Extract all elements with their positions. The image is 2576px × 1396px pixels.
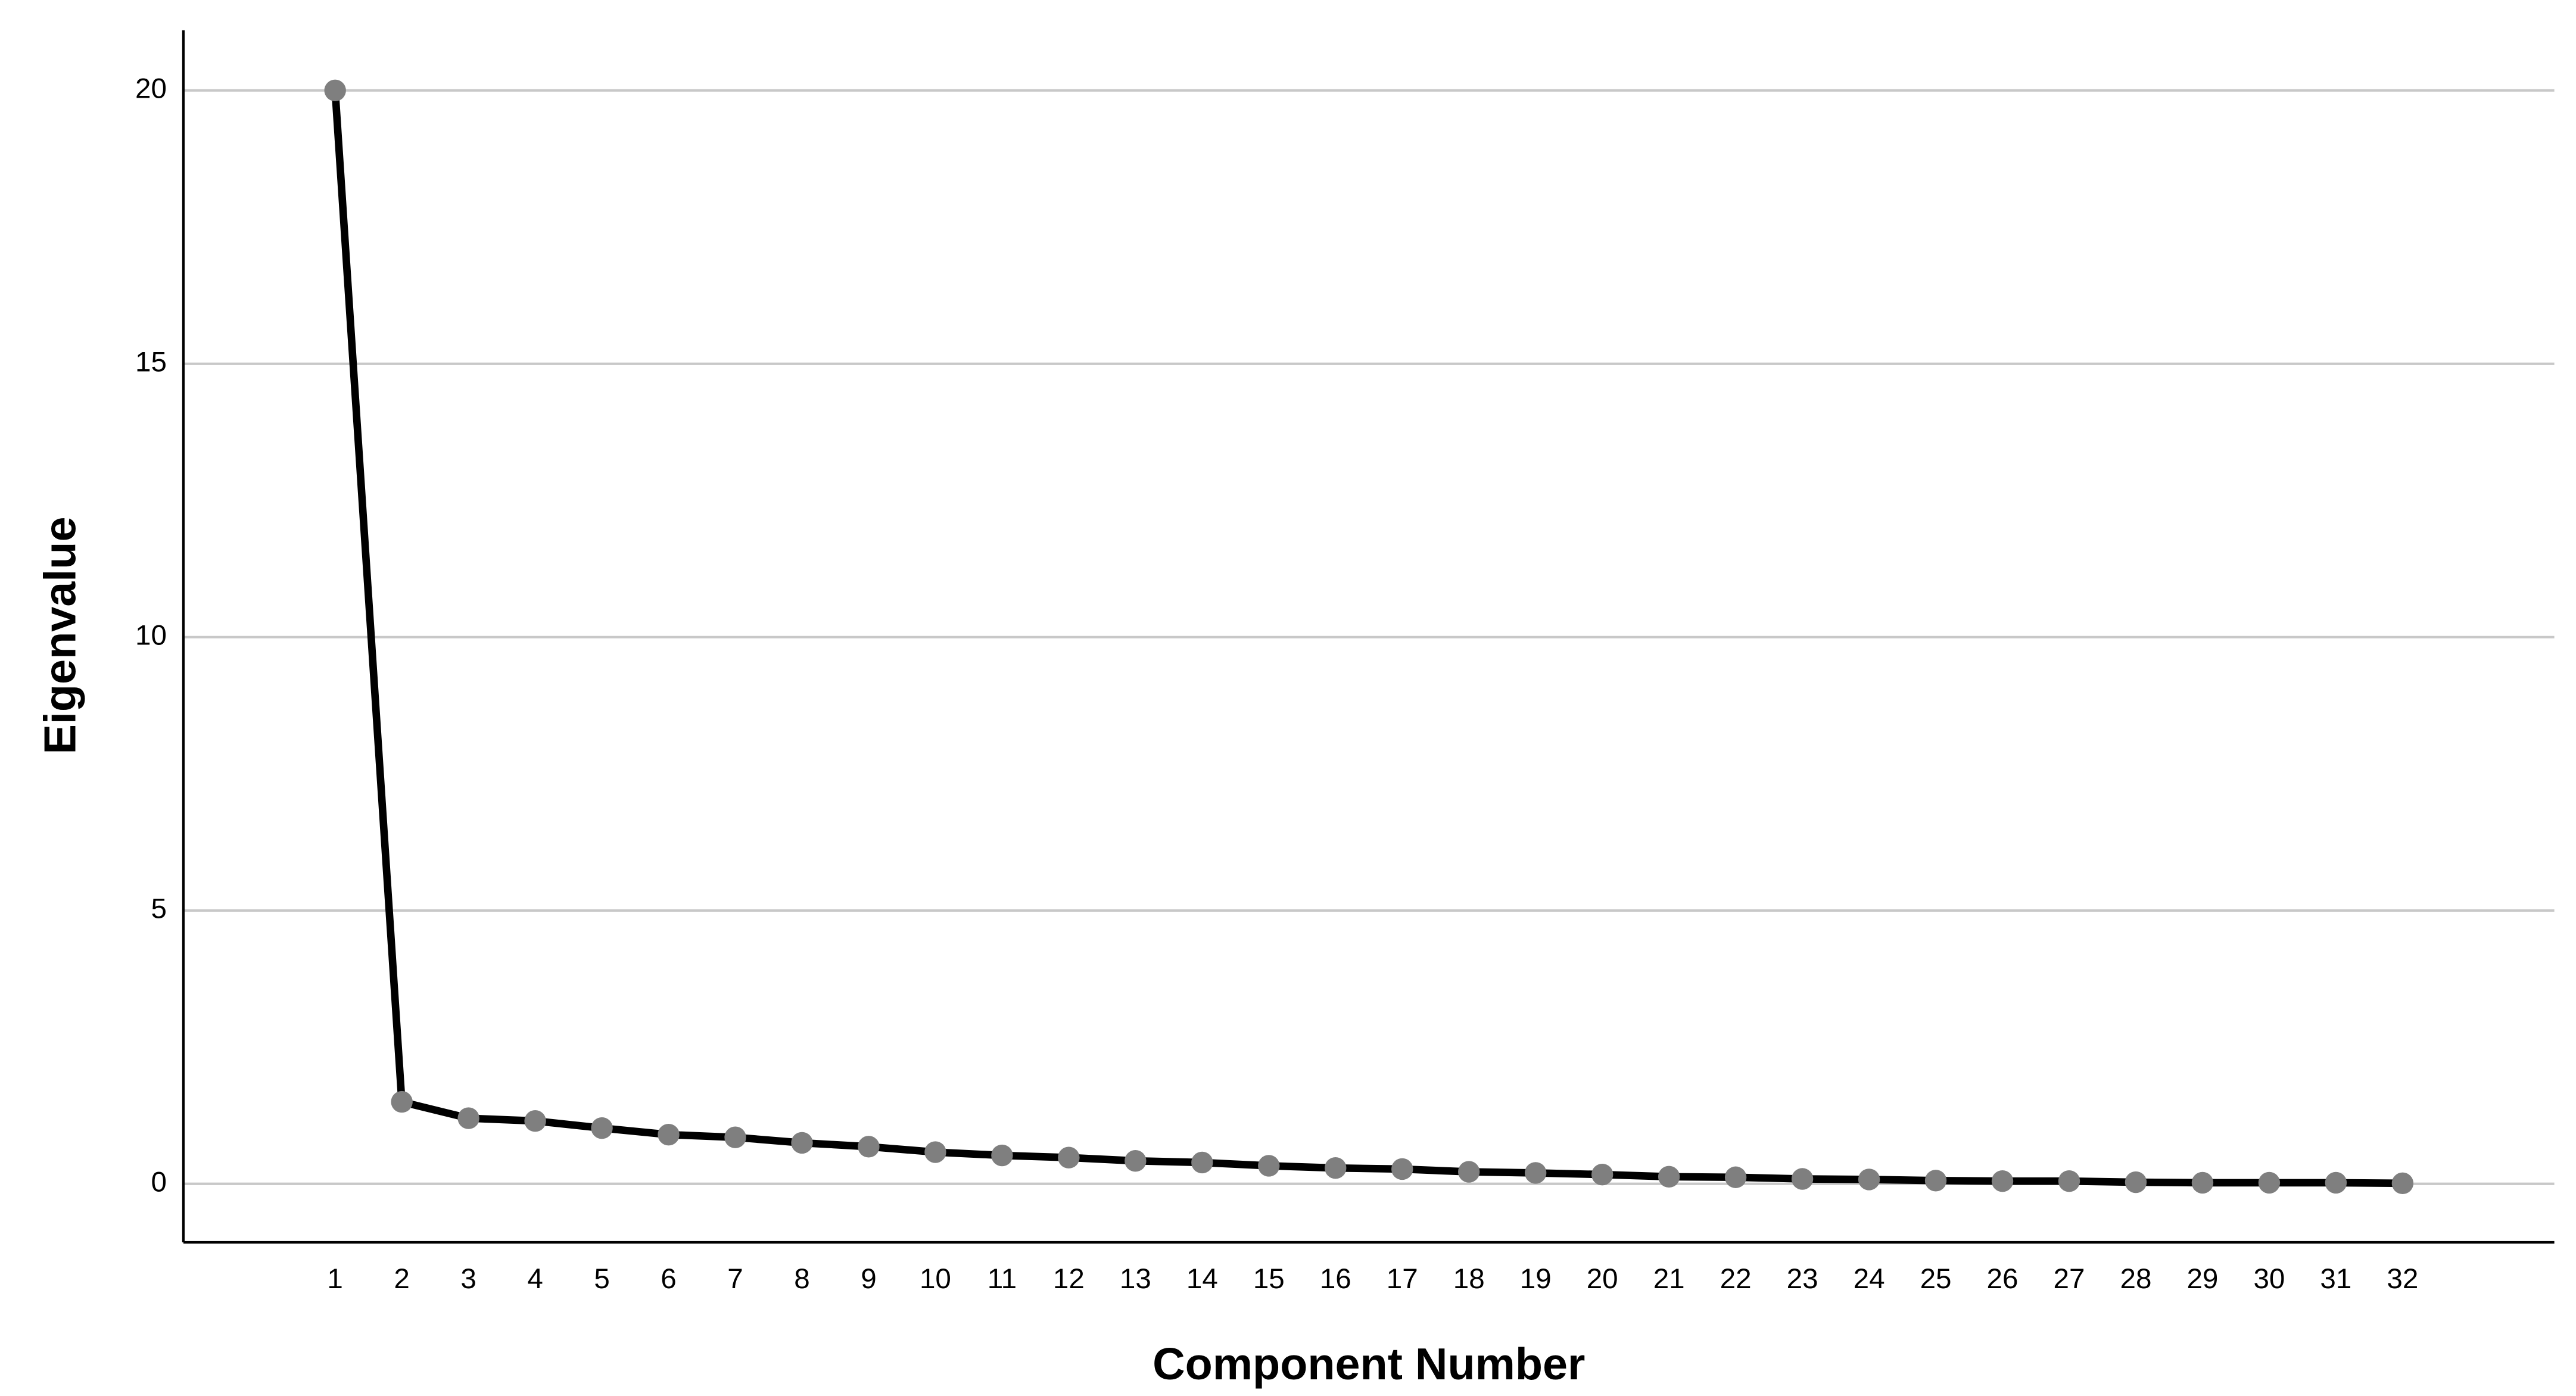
y-tick-label: 20 xyxy=(135,73,167,104)
data-point xyxy=(457,1107,479,1129)
x-tick-label: 8 xyxy=(794,1263,809,1295)
data-point xyxy=(1525,1162,1547,1184)
data-point xyxy=(2191,1171,2214,1194)
data-point xyxy=(1191,1151,1213,1174)
data-point xyxy=(924,1141,946,1163)
data-point xyxy=(1058,1146,1080,1168)
x-tick-label: 18 xyxy=(1453,1263,1485,1295)
data-point xyxy=(1924,1170,1947,1192)
y-axis-title: Eigenvalue xyxy=(35,517,85,755)
y-tick-label: 0 xyxy=(151,1166,166,1198)
x-tick-label: 20 xyxy=(1587,1263,1618,1295)
x-tick-label: 4 xyxy=(527,1263,543,1295)
data-point xyxy=(1258,1155,1280,1177)
x-tick-label: 22 xyxy=(1720,1263,1752,1295)
data-point xyxy=(2325,1171,2347,1194)
y-tick-label: 15 xyxy=(135,346,167,378)
x-tick-label: 24 xyxy=(1854,1263,1885,1295)
data-point xyxy=(1658,1166,1680,1188)
data-point xyxy=(591,1117,613,1139)
data-point xyxy=(1791,1168,1814,1190)
x-tick-label: 26 xyxy=(1987,1263,2019,1295)
x-tick-label: 31 xyxy=(2320,1263,2351,1295)
x-axis-title: Component Number xyxy=(1152,1339,1585,1389)
x-tick-label: 3 xyxy=(460,1263,476,1295)
x-tick-label: 7 xyxy=(727,1263,743,1295)
x-tick-label: 1 xyxy=(327,1263,342,1295)
data-point xyxy=(658,1123,680,1146)
y-tick-label: 10 xyxy=(135,619,167,651)
data-point xyxy=(391,1090,413,1113)
data-point xyxy=(524,1110,546,1132)
data-point xyxy=(2125,1171,2147,1194)
data-point xyxy=(1858,1168,1880,1191)
x-tick-label: 11 xyxy=(988,1263,1017,1295)
data-point xyxy=(858,1136,880,1158)
data-point xyxy=(1458,1161,1480,1183)
x-tick-label: 6 xyxy=(661,1263,676,1295)
x-tick-label: 13 xyxy=(1120,1263,1151,1295)
data-point xyxy=(324,79,346,102)
data-point xyxy=(991,1144,1013,1167)
data-point xyxy=(1991,1170,2014,1192)
x-tick-label: 23 xyxy=(1787,1263,1818,1295)
x-tick-label: 25 xyxy=(1920,1263,1952,1295)
x-tick-label: 32 xyxy=(2387,1263,2418,1295)
y-tick-label: 5 xyxy=(151,893,166,924)
data-point xyxy=(1325,1157,1347,1179)
x-tick-label: 12 xyxy=(1053,1263,1085,1295)
data-point xyxy=(791,1132,813,1154)
data-point xyxy=(1591,1163,1613,1186)
x-tick-label: 28 xyxy=(2120,1263,2152,1295)
data-point xyxy=(1391,1158,1413,1180)
x-tick-label: 2 xyxy=(394,1263,409,1295)
x-tick-label: 14 xyxy=(1186,1263,1218,1295)
x-tick-label: 19 xyxy=(1520,1263,1552,1295)
x-tick-label: 10 xyxy=(920,1263,951,1295)
x-tick-label: 21 xyxy=(1653,1263,1685,1295)
x-tick-label: 29 xyxy=(2186,1263,2218,1295)
x-tick-label: 5 xyxy=(594,1263,609,1295)
x-tick-label: 15 xyxy=(1253,1263,1285,1295)
data-point xyxy=(2391,1172,2414,1195)
x-tick-label: 27 xyxy=(2054,1263,2085,1295)
data-point xyxy=(1724,1166,1747,1188)
data-point xyxy=(2058,1170,2080,1192)
data-point xyxy=(1125,1150,1147,1172)
data-point xyxy=(724,1126,746,1148)
data-point xyxy=(2258,1171,2281,1194)
x-tick-label: 16 xyxy=(1320,1263,1351,1295)
series-line xyxy=(331,90,2403,1188)
x-tick-label: 17 xyxy=(1387,1263,1418,1295)
x-tick-label: 9 xyxy=(861,1263,876,1295)
x-tick-label: 30 xyxy=(2253,1263,2285,1295)
